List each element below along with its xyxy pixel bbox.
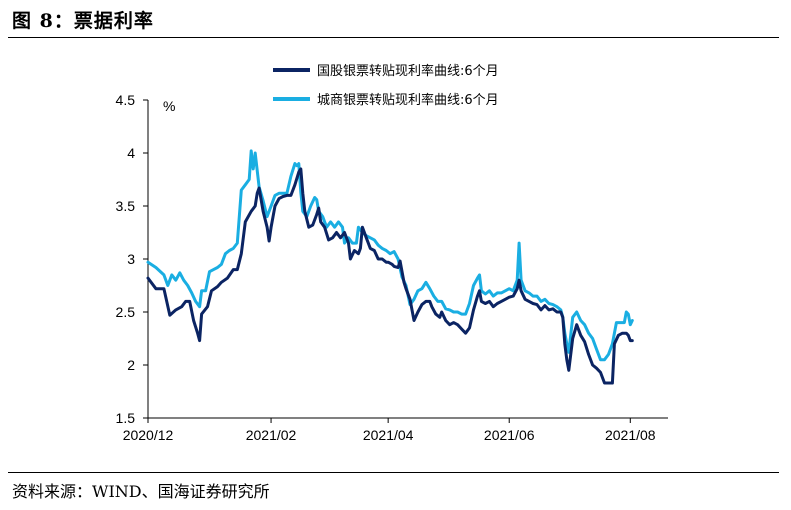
figure-title: 图 8：票据利率 — [12, 10, 154, 32]
x-tick-label: 2020/12 — [123, 427, 174, 443]
series-lines — [146, 149, 634, 385]
source-note: 资料来源：WIND、国海证券研究所 — [12, 482, 270, 501]
y-tick-label: 2 — [127, 357, 135, 373]
legend-label-series-1: 国股银票转贴现利率曲线:6个月 — [317, 63, 499, 79]
legend: 国股银票转贴现利率曲线:6个月 城商银票转贴现利率曲线:6个月 — [273, 63, 499, 108]
series-line-2 — [146, 149, 634, 362]
x-tick-label: 2021/06 — [484, 427, 535, 443]
y-axis-unit-label: % — [163, 98, 175, 114]
y-tick-label: 2.5 — [116, 304, 136, 320]
legend-label-series-2: 城商银票转贴现利率曲线:6个月 — [317, 92, 499, 108]
x-tick-label: 2021/02 — [246, 427, 297, 443]
source-divider — [8, 472, 779, 473]
axes: 1.5 2 2.5 3 3.5 4 4.5 2020/12 2021/02 2021/04 2021… — [116, 92, 668, 443]
y-tick-label: 3.5 — [116, 198, 136, 214]
series-line-1 — [146, 167, 634, 385]
title-divider — [8, 37, 779, 38]
y-tick-label: 1.5 — [116, 410, 136, 426]
y-tick-label: 4 — [127, 145, 135, 161]
y-tick-label: 3 — [127, 251, 135, 267]
x-tick-label: 2021/08 — [605, 427, 656, 443]
x-tick-label: 2021/04 — [363, 427, 414, 443]
y-tick-label: 4.5 — [116, 92, 136, 108]
